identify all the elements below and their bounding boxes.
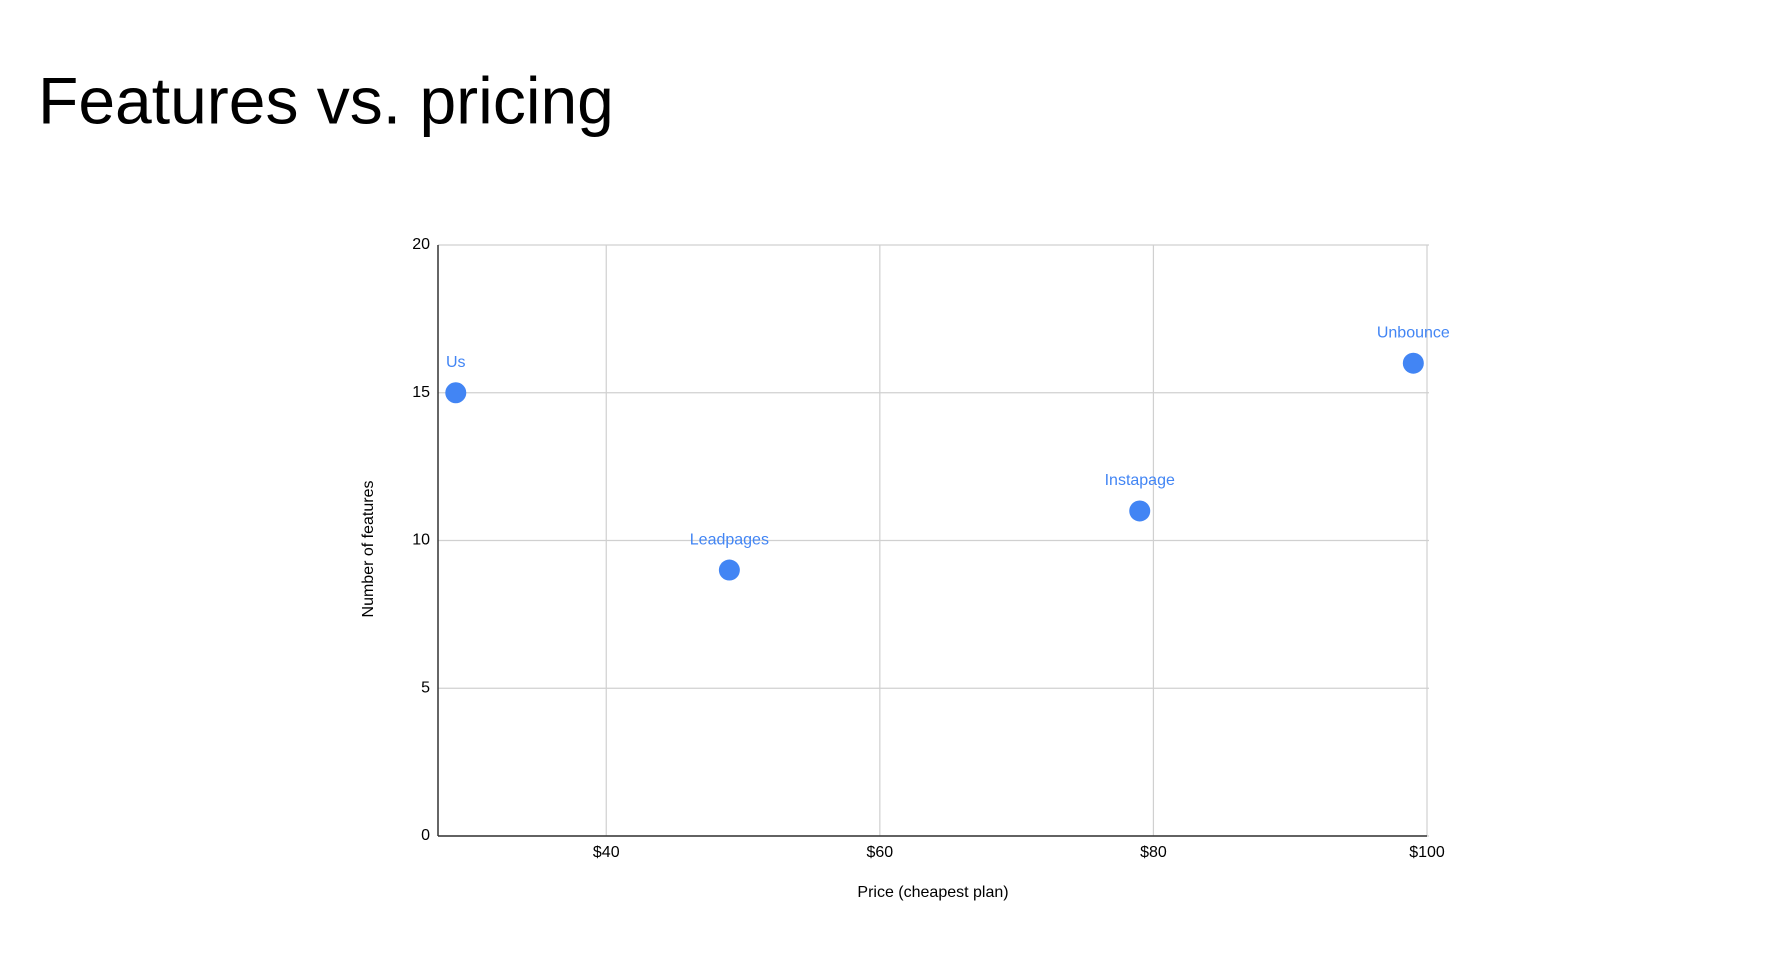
y-tick-label: 15 — [412, 384, 430, 401]
point — [1402, 352, 1424, 374]
x-tick-label: $100 — [1409, 844, 1445, 861]
point — [445, 382, 467, 404]
point — [1129, 500, 1151, 522]
y-tick-label: 10 — [412, 532, 430, 549]
chart-title: Features vs. pricing — [38, 63, 614, 137]
y-axis-title: Number of features — [360, 481, 377, 618]
x-tick-label: $60 — [866, 844, 893, 861]
x-tick-label: $40 — [593, 844, 620, 861]
y-tick-label: 5 — [421, 679, 430, 696]
y-tick-label: 20 — [412, 236, 430, 253]
x-axis-title: Price (cheapest plan) — [857, 884, 1008, 901]
x-tick-label: $80 — [1140, 844, 1167, 861]
point-label: Unbounce — [1377, 324, 1450, 341]
y-tick-label: 0 — [421, 827, 430, 844]
point-label: Instapage — [1105, 472, 1175, 489]
point — [718, 559, 740, 581]
point-label: Us — [446, 354, 466, 371]
point-label: Leadpages — [690, 531, 769, 548]
